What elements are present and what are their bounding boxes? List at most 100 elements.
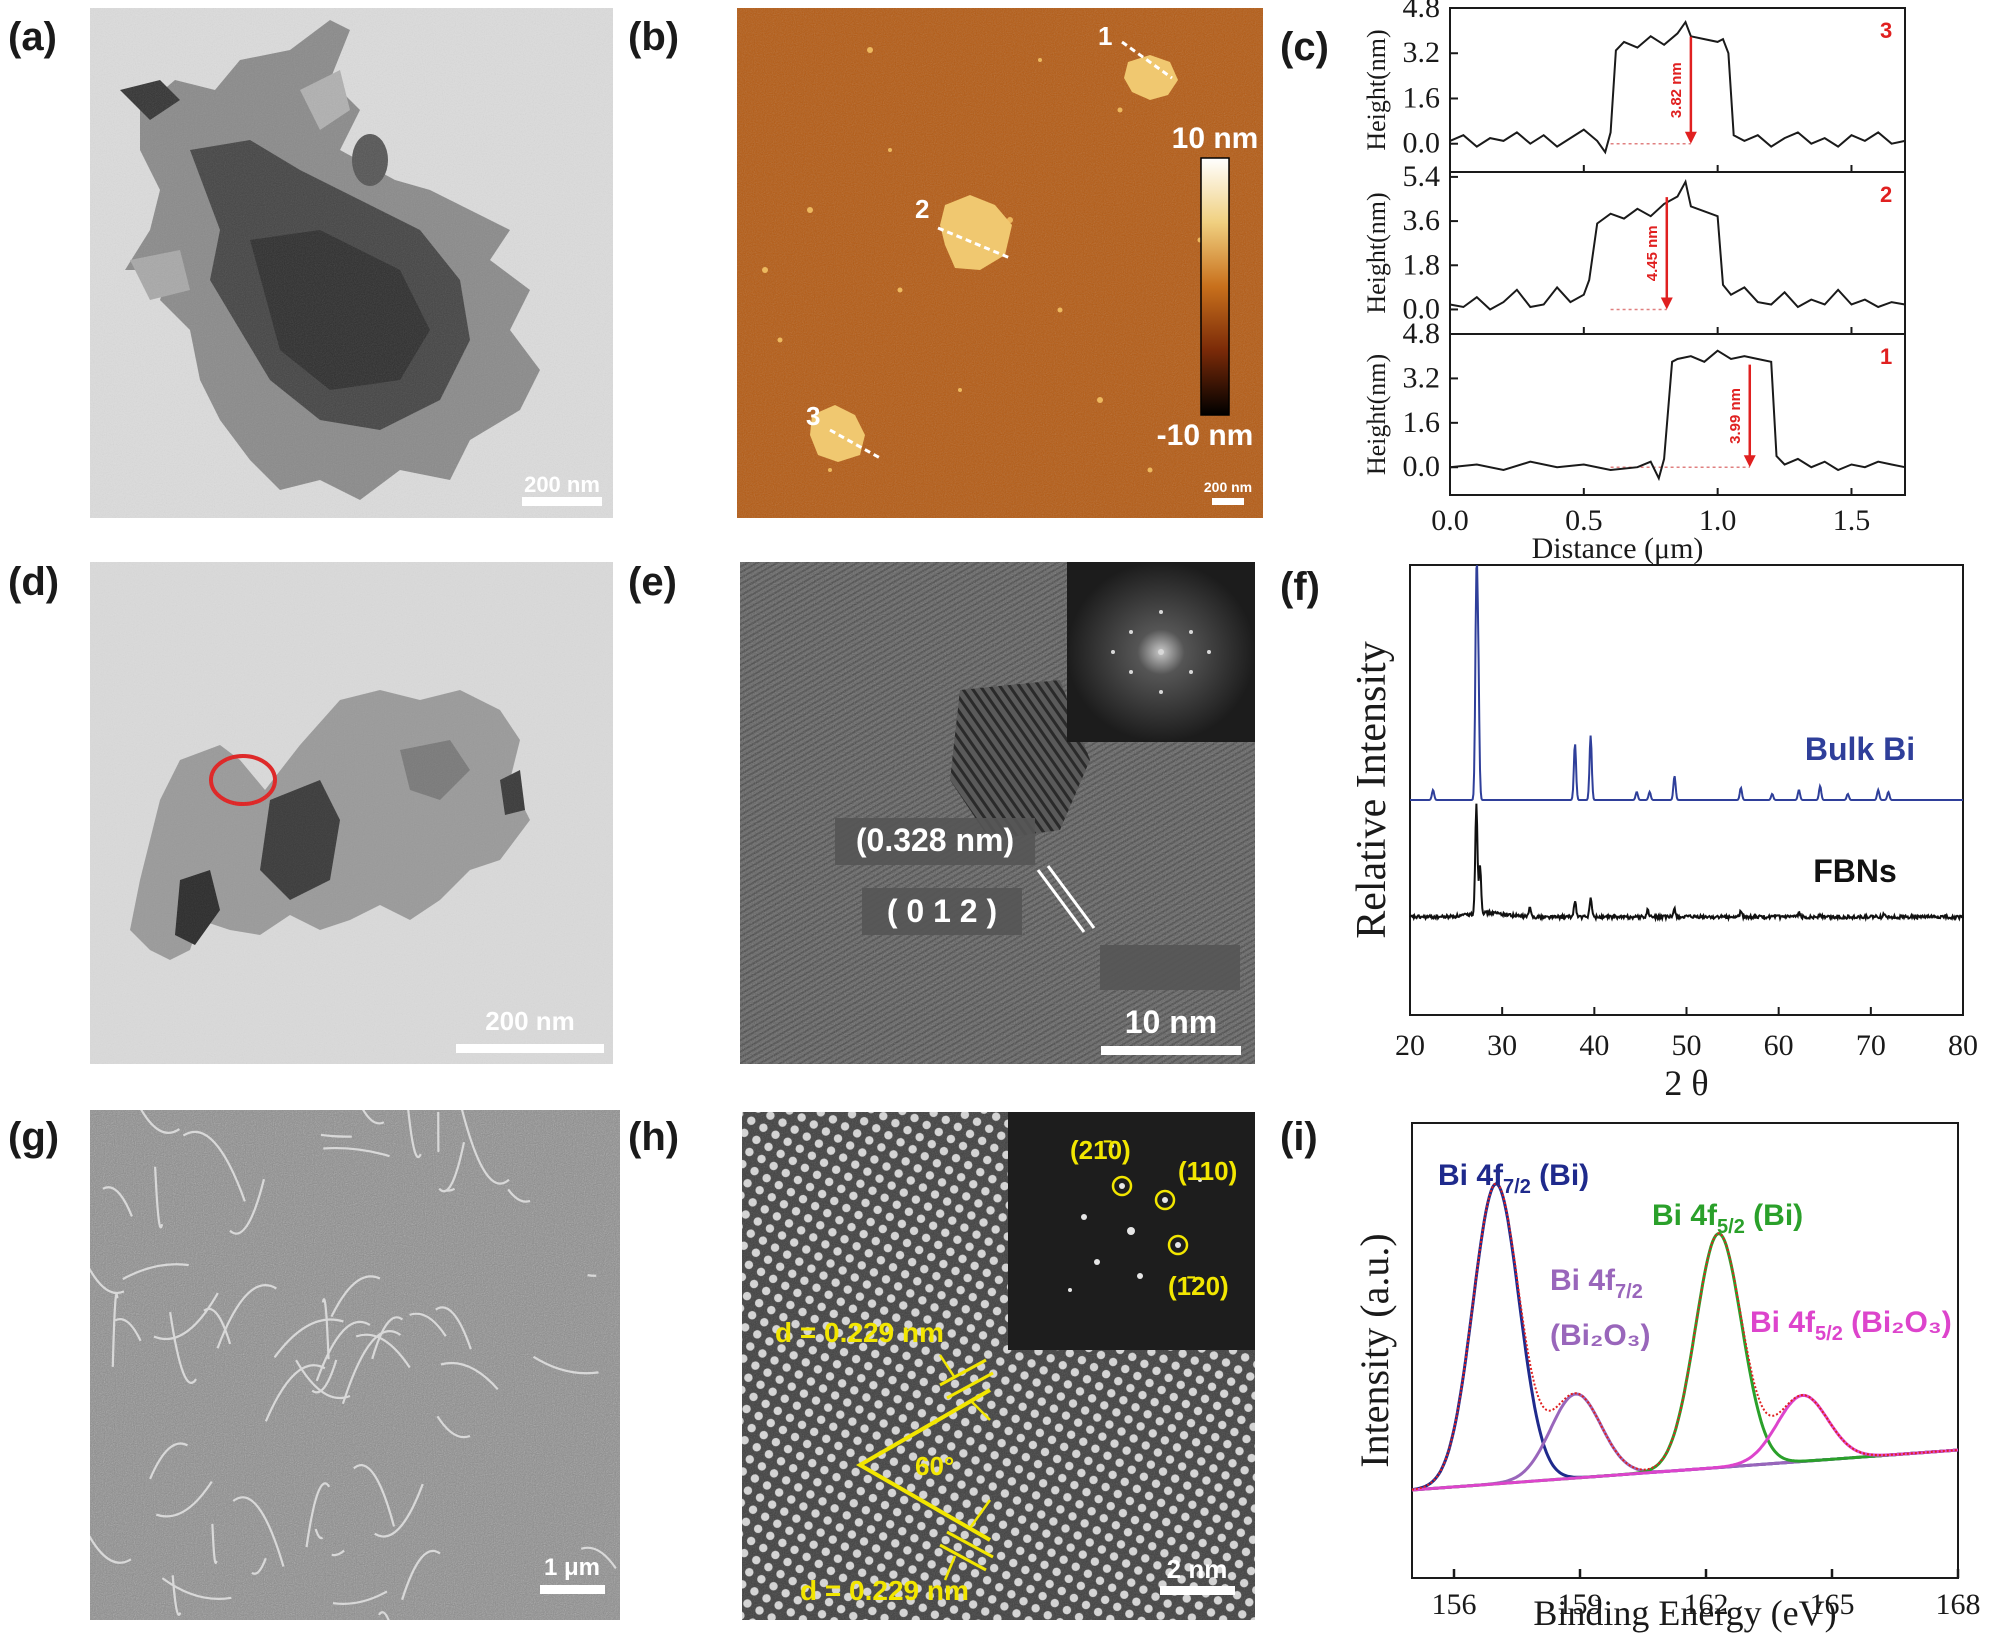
xps-component-4 <box>1411 1393 1959 1492</box>
x-axis-label: 2 θ <box>1664 1063 1708 1103</box>
panel-g-sem-image: 1 μm <box>90 1110 620 1620</box>
xps-frame <box>1411 1122 1959 1579</box>
y-tick-label: 1.8 <box>1403 248 1441 281</box>
panel-h-angle-label: 60° <box>915 1451 954 1481</box>
x-axis-label: Distance (μm) <box>1532 532 1704 565</box>
afm-marker-3: 3 <box>806 401 820 431</box>
panel-label-h: (h) <box>628 1115 679 1159</box>
panel-e-spacing-label: (0.328 nm) <box>856 822 1014 858</box>
x-tick-label: 50 <box>1672 1029 1702 1062</box>
x-tick-label: 168 <box>1936 1588 1981 1621</box>
profile-id: 3 <box>1880 18 1892 43</box>
panel-d-scale-label: 200 nm <box>485 1006 575 1036</box>
height-annotation: 3.99 nm <box>1727 388 1744 444</box>
y-tick-label: 1.6 <box>1403 406 1441 439</box>
y-tick-label: 4.8 <box>1403 0 1441 24</box>
panel-a-tem-image: 200 nm <box>90 8 613 518</box>
panel-d-scale-bar <box>456 1044 604 1053</box>
y-axis-label: Height(nm) <box>1362 354 1391 475</box>
panel-label-b: (b) <box>628 15 679 59</box>
afm-colorbar-top: 10 nm <box>1172 122 1259 155</box>
panel-h-d-spacing-bottom: d = 0.229 nm <box>800 1575 969 1606</box>
height-annotation: 4.45 nm <box>1644 225 1661 281</box>
y-axis-label: Intensity (a.u.) <box>1352 1233 1397 1467</box>
panel-b-afm-image: 1 2 3 10 nm -10 nm 200 nm <box>737 8 1263 518</box>
panel-h-spot-label-2: (110) <box>1178 1156 1237 1186</box>
y-tick-label: 0.0 <box>1403 292 1441 325</box>
profile-line-1 <box>1449 349 1906 482</box>
panel-h-scale-label: 2 nm <box>1167 1554 1228 1584</box>
panel-label-i: (i) <box>1280 1115 1318 1159</box>
x-tick-label: 0.5 <box>1565 504 1603 537</box>
afm-marker-1: 1 <box>1098 21 1112 51</box>
panel-e-plane-label: ( 0 1 2 ) <box>887 893 997 929</box>
x-tick-label: 40 <box>1579 1029 1609 1062</box>
afm-marker-2: 2 <box>915 194 929 224</box>
xps-component-3 <box>1411 1232 1959 1492</box>
profile-id: 1 <box>1880 344 1892 369</box>
x-tick-label: 162 <box>1684 1588 1729 1621</box>
panel-h-spot-label-1: (21̄0) <box>1070 1135 1131 1165</box>
x-tick-label: 1.0 <box>1699 504 1737 537</box>
x-tick-label: 20 <box>1395 1029 1425 1062</box>
y-axis-label: Relative Intensity <box>1349 641 1395 938</box>
x-tick-label: 1.5 <box>1833 504 1871 537</box>
x-tick-label: 156 <box>1432 1588 1477 1621</box>
x-tick-label: 159 <box>1558 1588 1603 1621</box>
x-tick-label: 30 <box>1487 1029 1517 1062</box>
height-annotation: 3.82 nm <box>1668 62 1685 118</box>
panel-f-xrd-chart: 20 30 40 50 60 70 80 2 θ Relative Intensity Bulk … <box>1349 564 1978 1103</box>
panel-label-c: (c) <box>1280 25 1329 69</box>
panel-h-hrtem-image: (21̄0) (110) (1̄20) d = 0.229 nm d = 0.2… <box>742 1112 1255 1620</box>
xps-label-bi-4f52-bi: Bi 4f5/2 (Bi) <box>1652 1199 1803 1238</box>
panel-c-height-profiles: 0.0 1.6 3.2 4.8 3.82 nm 3 Height(nm) 0.0 1.8 3.6 5… <box>1362 0 1906 565</box>
y-axis-label: Height(nm) <box>1362 192 1391 313</box>
xps-label-bi-4f72-bi2o3: Bi 4f7/2 <box>1550 1264 1643 1303</box>
panel-b-scale-bar <box>1212 498 1244 505</box>
xrd-legend-fbns: FBNs <box>1813 853 1897 889</box>
y-tick-label: 0.0 <box>1403 127 1441 160</box>
panel-a-scale-bar <box>522 497 602 506</box>
xps-label-bi-4f72-bi: Bi 4f7/2 (Bi) <box>1438 1159 1589 1198</box>
panel-i-xps-chart: 156 159 162 165 168 Binding Energy (eV) Intens… <box>1352 1122 1981 1633</box>
x-tick-label: 70 <box>1856 1029 1886 1062</box>
profile-line-3 <box>1449 19 1906 155</box>
panel-label-g: (g) <box>8 1115 59 1159</box>
y-tick-label: 0.0 <box>1403 450 1441 483</box>
xrd-frame <box>1409 564 1964 1016</box>
x-tick-label: 80 <box>1948 1029 1978 1062</box>
profile-line-2 <box>1449 178 1906 311</box>
xrd-legend-bulk-bi: Bulk Bi <box>1805 731 1915 767</box>
y-tick-label: 4.8 <box>1403 317 1441 350</box>
y-tick-label: 3.2 <box>1403 36 1441 69</box>
panel-g-scale-label: 1 μm <box>544 1554 600 1581</box>
y-tick-label: 5.4 <box>1403 160 1441 193</box>
panel-b-scale-label: 200 nm <box>1204 479 1252 495</box>
panel-h-scale-bar <box>1160 1586 1235 1595</box>
panel-e-scale-bar <box>1101 1046 1241 1055</box>
xrd-series-bulk-bi <box>1410 565 1963 801</box>
afm-colorbar-bottom: -10 nm <box>1157 419 1254 452</box>
y-tick-label: 1.6 <box>1403 81 1441 114</box>
panel-e-hrtem-image: (0.328 nm) ( 0 1 2 ) 10 nm <box>740 562 1255 1064</box>
xps-envelope <box>1411 1182 1959 1491</box>
xps-label-bi2o3-line2: (Bi₂O₃) <box>1550 1319 1651 1352</box>
x-tick-label: 0.0 <box>1431 504 1469 537</box>
y-tick-label: 3.2 <box>1403 361 1441 394</box>
panel-label-e: (e) <box>628 560 677 604</box>
xrd-series-fbns <box>1409 803 1964 923</box>
panel-h-spot-label-3: (1̄20) <box>1168 1271 1229 1301</box>
x-axis-label: Binding Energy (eV) <box>1533 1593 1836 1633</box>
profile-frame <box>1449 333 1906 496</box>
y-axis-label: Height(nm) <box>1362 29 1391 150</box>
panel-a-scale-label: 200 nm <box>524 472 600 497</box>
afm-colorbar <box>1200 157 1230 416</box>
x-tick-label: 165 <box>1810 1588 1855 1621</box>
panel-label-f: (f) <box>1280 565 1320 609</box>
panel-d-tem-image: 200 nm <box>90 562 613 1064</box>
panel-g-scale-bar <box>540 1585 605 1594</box>
profile-id: 2 <box>1880 182 1892 207</box>
panel-label-a: (a) <box>8 15 57 59</box>
afm-flake-3 <box>810 405 865 462</box>
